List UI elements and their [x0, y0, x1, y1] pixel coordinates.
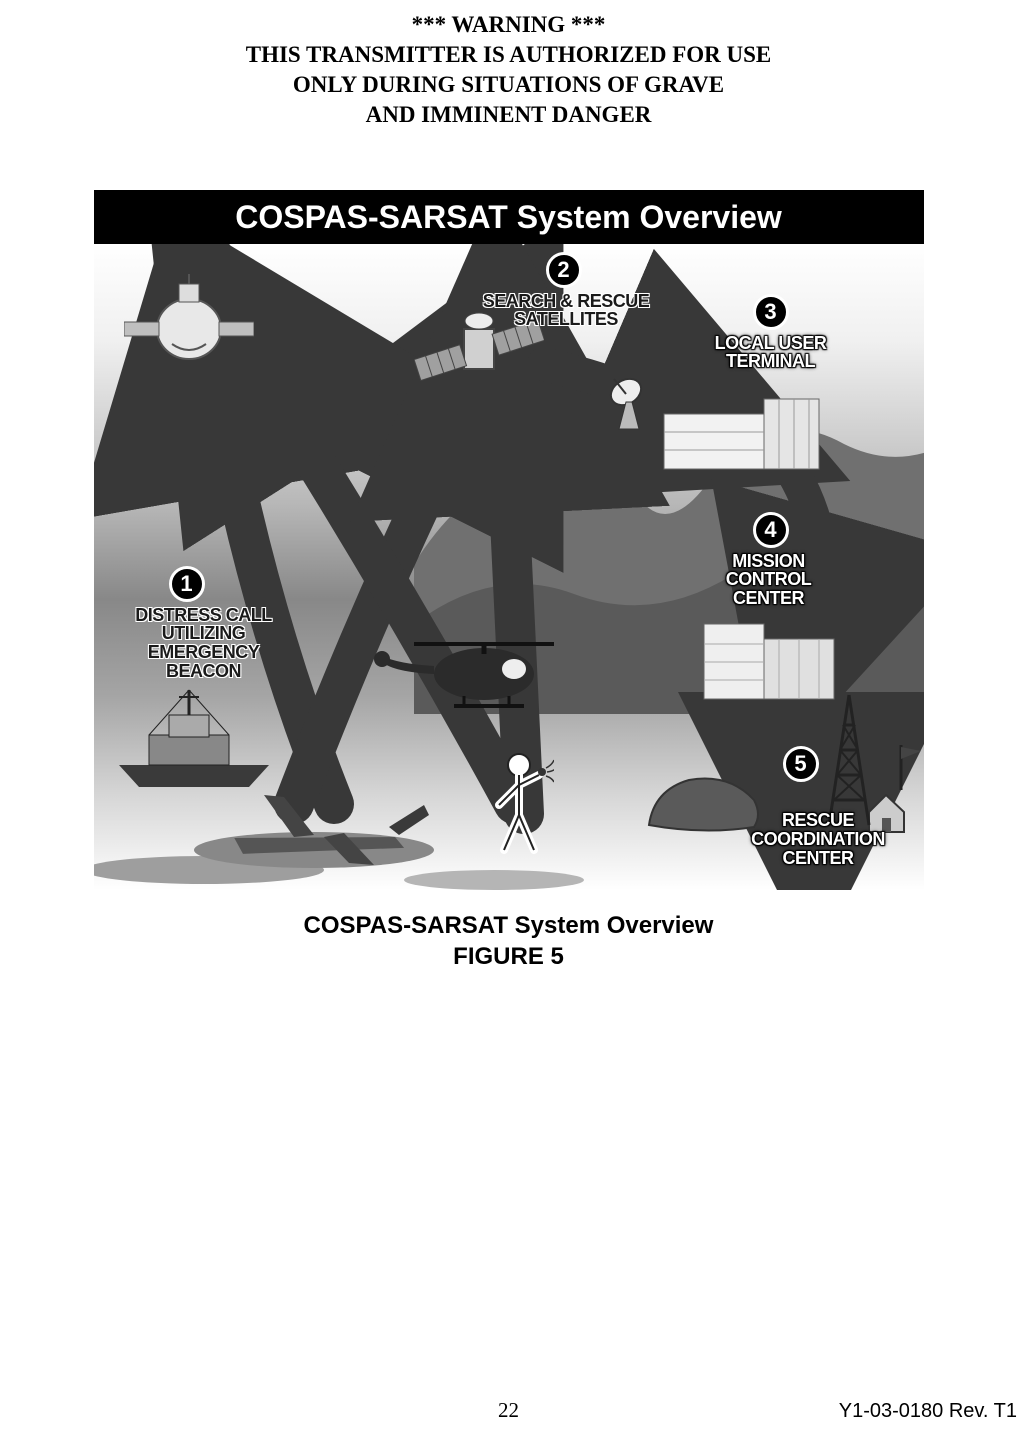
helicopter-icon — [374, 614, 574, 724]
step-badge-4: 4 — [753, 512, 789, 548]
step-label-1: DISTRESS CALL UTILIZING EMERGENCY BEACON — [119, 606, 289, 682]
step-label-2: SEARCH & RESCUE SATELLITES — [479, 292, 654, 330]
step-badge-1: 1 — [169, 566, 205, 602]
step-badge-5: 5 — [783, 746, 819, 782]
step-label-3: LOCAL USER TERMINAL — [696, 334, 846, 372]
warning-line: AND IMMINENT DANGER — [0, 100, 1017, 130]
caption-line: COSPAS-SARSAT System Overview — [94, 910, 924, 941]
hiker-icon — [484, 750, 554, 860]
step-label-5: RESCUE COORDINATION CENTER — [731, 811, 906, 868]
warning-line: THIS TRANSMITTER IS AUTHORIZED FOR USE — [0, 40, 1017, 70]
crashed-plane-icon — [174, 775, 454, 875]
caption-line: FIGURE 5 — [94, 941, 924, 972]
warning-line: *** WARNING *** — [0, 10, 1017, 40]
mcc-building-icon — [694, 604, 844, 704]
figure-container: COSPAS-SARSAT System Overview — [94, 190, 924, 972]
document-revision: Y1-03-0180 Rev. T1 — [839, 1400, 1017, 1423]
warning-header: *** WARNING *** THIS TRANSMITTER IS AUTH… — [0, 0, 1017, 130]
warning-line: ONLY DURING SITUATIONS OF GRAVE — [0, 70, 1017, 100]
step-badge-2: 2 — [546, 252, 582, 288]
radio-tower-icon — [814, 690, 884, 830]
figure-scene: 1 DISTRESS CALL UTILIZING EMERGENCY BEAC… — [94, 244, 924, 890]
dish-icon — [604, 374, 654, 434]
figure-caption: COSPAS-SARSAT System Overview FIGURE 5 — [94, 910, 924, 972]
satellite-icon — [124, 274, 254, 384]
figure-image: COSPAS-SARSAT System Overview — [94, 190, 924, 890]
flag-icon — [896, 745, 924, 790]
terminal-building-icon — [654, 384, 824, 474]
figure-title: COSPAS-SARSAT System Overview — [94, 190, 924, 244]
step-badge-3: 3 — [753, 294, 789, 330]
step-label-4: MISSION CONTROL CENTER — [699, 552, 839, 609]
